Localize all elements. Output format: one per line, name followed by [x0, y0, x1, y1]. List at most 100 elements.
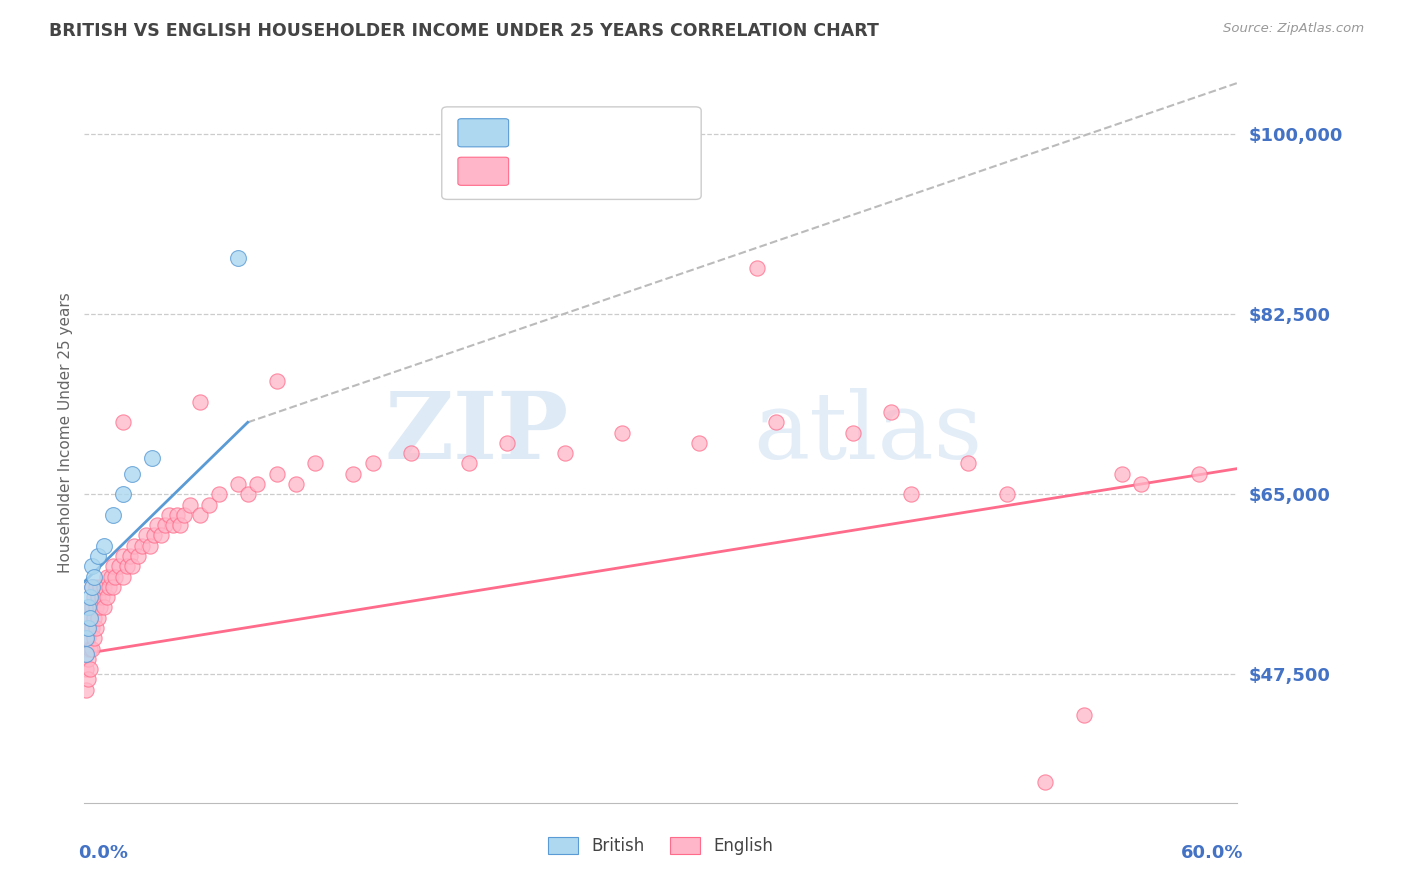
- Point: [342, 467, 364, 481]
- Text: ZIP: ZIP: [384, 388, 568, 477]
- FancyBboxPatch shape: [441, 107, 702, 200]
- Point: [79, 600, 101, 615]
- Point: [842, 425, 865, 440]
- Point: [138, 539, 160, 553]
- Point: [399, 446, 422, 460]
- Point: [80, 600, 103, 615]
- FancyBboxPatch shape: [458, 157, 509, 186]
- Point: [80, 580, 103, 594]
- Text: atlas: atlas: [754, 388, 983, 477]
- Point: [131, 539, 153, 553]
- Point: [361, 457, 384, 471]
- Point: [173, 508, 195, 522]
- Text: R = 0.570: R = 0.570: [517, 162, 607, 180]
- Point: [1188, 467, 1211, 481]
- Point: [995, 487, 1018, 501]
- Point: [121, 467, 143, 481]
- Point: [236, 487, 259, 501]
- Point: [87, 590, 110, 604]
- Point: [83, 569, 105, 583]
- Point: [111, 549, 134, 563]
- Point: [84, 600, 107, 615]
- Point: [98, 580, 121, 594]
- Point: [75, 662, 97, 676]
- Point: [127, 549, 149, 563]
- Point: [266, 467, 288, 481]
- Point: [90, 590, 112, 604]
- Point: [77, 611, 100, 625]
- Y-axis label: Householder Income Under 25 years: Householder Income Under 25 years: [58, 293, 73, 573]
- Point: [111, 487, 134, 501]
- Point: [80, 621, 103, 635]
- Text: N = 16: N = 16: [614, 124, 676, 142]
- Point: [77, 673, 100, 687]
- Text: BRITISH VS ENGLISH HOUSEHOLDER INCOME UNDER 25 YEARS CORRELATION CHART: BRITISH VS ENGLISH HOUSEHOLDER INCOME UN…: [49, 22, 879, 40]
- Point: [124, 539, 146, 553]
- Text: N = 89: N = 89: [614, 162, 678, 180]
- Point: [103, 559, 124, 574]
- Point: [188, 394, 211, 409]
- Point: [1033, 775, 1056, 789]
- Text: 60.0%: 60.0%: [1181, 844, 1243, 862]
- Point: [93, 580, 115, 594]
- Point: [198, 498, 221, 512]
- Point: [266, 374, 288, 388]
- Point: [153, 518, 176, 533]
- Point: [179, 498, 201, 512]
- Point: [84, 621, 107, 635]
- Point: [142, 528, 165, 542]
- Point: [100, 569, 122, 583]
- Point: [115, 559, 138, 574]
- Point: [77, 621, 100, 635]
- Point: [880, 405, 903, 419]
- Point: [93, 600, 115, 615]
- Point: [84, 580, 107, 594]
- Point: [146, 518, 169, 533]
- Point: [93, 539, 115, 553]
- Point: [765, 415, 787, 429]
- Point: [77, 632, 100, 646]
- Point: [77, 652, 100, 666]
- Point: [103, 580, 124, 594]
- Point: [79, 641, 101, 656]
- Point: [900, 487, 922, 501]
- Point: [89, 580, 111, 594]
- Point: [612, 425, 634, 440]
- Point: [169, 518, 191, 533]
- Point: [75, 647, 97, 661]
- Point: [75, 632, 97, 646]
- Point: [157, 508, 180, 522]
- Point: [83, 590, 105, 604]
- Point: [75, 621, 97, 635]
- Point: [141, 451, 163, 466]
- Point: [162, 518, 184, 533]
- Point: [83, 611, 105, 625]
- Point: [1073, 708, 1095, 723]
- Point: [120, 549, 142, 563]
- Point: [111, 415, 134, 429]
- Point: [80, 580, 103, 594]
- Point: [79, 611, 101, 625]
- Point: [80, 641, 103, 656]
- Point: [79, 621, 101, 635]
- Point: [80, 559, 103, 574]
- Point: [150, 528, 173, 542]
- Point: [79, 590, 101, 604]
- Point: [166, 508, 188, 522]
- Point: [89, 600, 111, 615]
- Point: [284, 477, 307, 491]
- Point: [246, 477, 269, 491]
- Point: [121, 559, 143, 574]
- Point: [226, 477, 249, 491]
- Point: [208, 487, 231, 501]
- Point: [79, 662, 101, 676]
- Point: [77, 600, 100, 615]
- Text: 0.0%: 0.0%: [79, 844, 128, 862]
- Point: [496, 436, 519, 450]
- Point: [104, 569, 127, 583]
- Point: [108, 559, 131, 574]
- Point: [111, 569, 134, 583]
- Point: [96, 590, 118, 604]
- Point: [745, 261, 768, 276]
- Point: [87, 611, 110, 625]
